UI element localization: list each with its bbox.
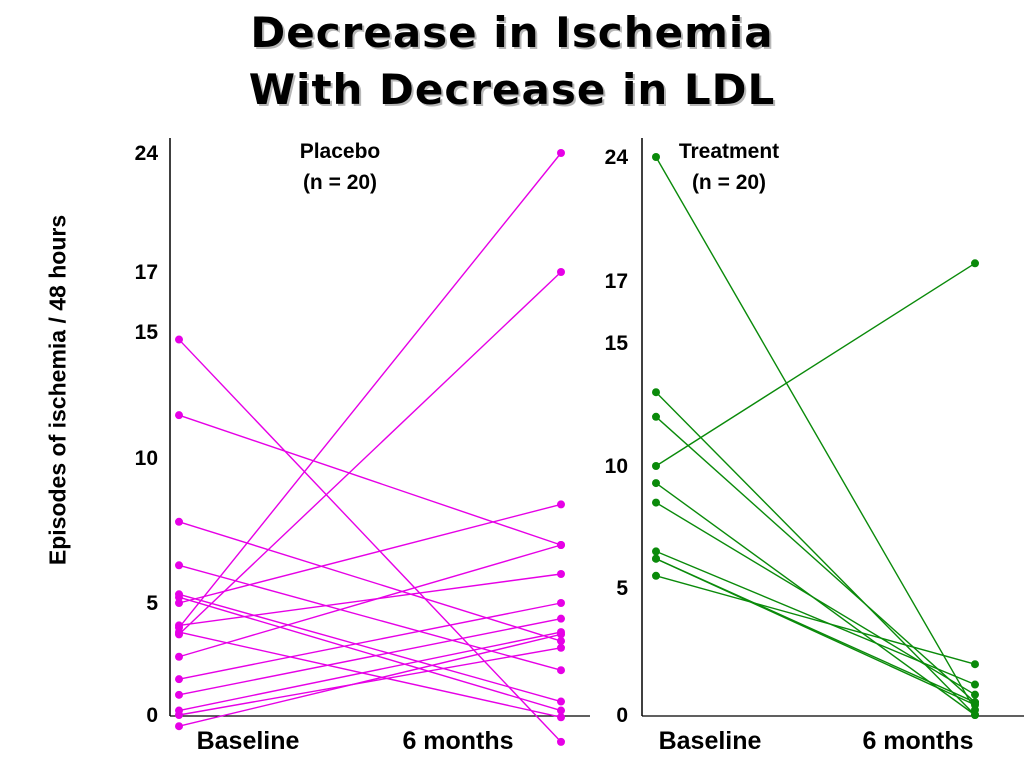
data-point-6-months xyxy=(557,268,565,276)
data-point-baseline xyxy=(175,517,183,526)
data-point-6-months xyxy=(557,599,565,607)
y-tick-label: 10 xyxy=(135,447,158,470)
x-category-label: 6 months xyxy=(402,727,513,755)
panel-0: 0 5 10 15 17 24 Placebo (n = 20) Baseline 6 month… xyxy=(135,138,590,755)
data-point-6-months xyxy=(557,666,565,675)
series-line xyxy=(178,617,562,696)
y-tick-label: 5 xyxy=(616,577,628,600)
data-point-6-months xyxy=(557,643,565,652)
chart-title-line2: With Decrease in LDL xyxy=(248,65,776,114)
series-line xyxy=(178,631,562,718)
data-point-6-months xyxy=(557,706,565,715)
series-line xyxy=(655,558,976,706)
panel-title: Treatment xyxy=(679,140,779,163)
series-line xyxy=(655,550,976,686)
data-point-baseline xyxy=(652,153,660,161)
series-line xyxy=(178,271,562,635)
data-point-6-months xyxy=(557,541,565,549)
data-point-baseline xyxy=(175,722,183,731)
data-point-baseline xyxy=(652,554,660,563)
data-point-6-months xyxy=(971,680,979,689)
chart-title-line1: Decrease in Ischemia xyxy=(250,8,774,57)
data-point-baseline xyxy=(652,547,660,556)
data-point-baseline xyxy=(175,335,183,344)
series-line xyxy=(178,544,562,658)
series-line xyxy=(655,575,976,665)
data-point-baseline xyxy=(175,690,183,699)
x-category-label: Baseline xyxy=(197,727,300,755)
y-tick-label: 15 xyxy=(135,321,159,344)
series-line xyxy=(655,262,976,467)
panel-title: Placebo xyxy=(300,140,381,163)
y-tick-label: 15 xyxy=(605,332,629,355)
data-point-6-months xyxy=(557,637,565,646)
data-point-6-months xyxy=(971,259,979,268)
data-point-baseline xyxy=(175,411,183,420)
data-point-baseline xyxy=(652,462,660,470)
data-point-6-months xyxy=(557,697,565,706)
data-point-6-months xyxy=(971,690,979,699)
data-point-baseline xyxy=(175,593,183,602)
panel-title: (n = 20) xyxy=(692,171,766,194)
data-point-baseline xyxy=(652,571,660,580)
series-line xyxy=(178,564,562,671)
series-line xyxy=(178,503,562,604)
y-tick-label: 10 xyxy=(605,455,628,478)
series-line xyxy=(178,573,562,627)
series-line xyxy=(178,521,562,642)
data-point-baseline xyxy=(652,412,660,421)
y-tick-label: 24 xyxy=(605,146,629,169)
data-point-6-months xyxy=(971,711,979,719)
panel-title: (n = 20) xyxy=(303,171,377,194)
data-point-6-months xyxy=(971,700,979,709)
data-point-6-months xyxy=(557,149,565,157)
series-line xyxy=(178,631,562,712)
y-tick-label: 24 xyxy=(135,142,159,165)
data-point-baseline xyxy=(652,388,660,397)
series-line xyxy=(178,633,562,727)
data-point-6-months xyxy=(557,737,565,746)
data-point-baseline xyxy=(175,711,183,719)
series-line xyxy=(178,602,562,680)
series-line xyxy=(655,156,976,711)
x-category-label: Baseline xyxy=(659,727,762,755)
series-line xyxy=(655,391,976,716)
data-point-baseline xyxy=(175,652,183,661)
series-line xyxy=(655,502,976,696)
data-point-baseline xyxy=(652,479,660,488)
data-point-baseline xyxy=(652,498,660,507)
y-tick-label: 0 xyxy=(146,704,158,727)
y-tick-label: 5 xyxy=(146,592,158,615)
panel-1: 0 5 10 15 17 24 Treatment (n = 20) Baseline 6 mon… xyxy=(605,138,1024,755)
data-point-baseline xyxy=(175,628,183,637)
data-point-baseline xyxy=(175,675,183,684)
y-tick-label: 17 xyxy=(605,270,628,293)
data-point-6-months xyxy=(557,570,565,578)
series-line xyxy=(178,339,562,743)
data-point-6-months xyxy=(971,660,979,669)
data-point-6-months xyxy=(557,713,565,722)
data-point-baseline xyxy=(175,561,183,570)
data-point-6-months xyxy=(557,630,565,639)
data-point-6-months xyxy=(557,614,565,623)
x-category-label: 6 months xyxy=(862,727,973,755)
series-line xyxy=(178,414,562,546)
y-tick-label: 0 xyxy=(616,704,628,727)
y-tick-label: 17 xyxy=(135,261,158,284)
data-point-6-months xyxy=(557,500,565,509)
series-line xyxy=(178,596,562,712)
data-point-baseline xyxy=(175,599,183,607)
series-line xyxy=(655,416,976,703)
series-line xyxy=(178,593,562,703)
series-line xyxy=(178,647,562,716)
series-line xyxy=(178,152,562,629)
